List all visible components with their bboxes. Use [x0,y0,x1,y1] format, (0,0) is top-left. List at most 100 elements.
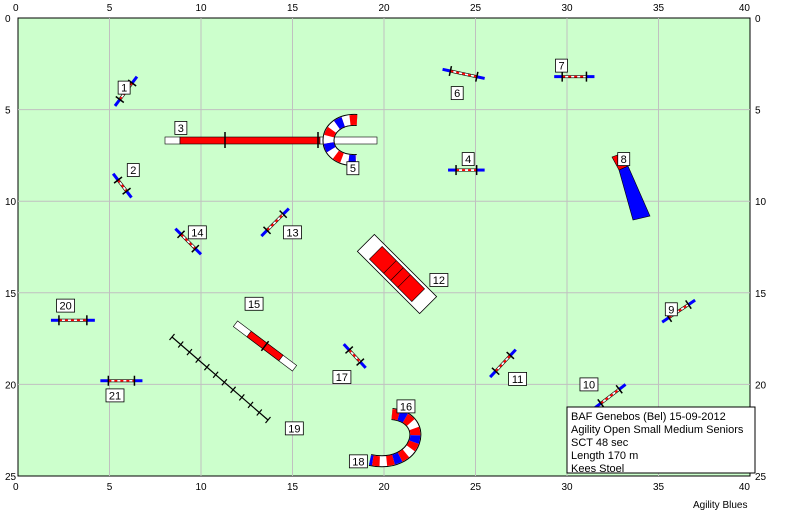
jump-2 [111,172,133,199]
x-tick-label-top: 25 [470,3,482,14]
info-line-5: Kees Stoel [571,463,624,475]
svg-text:14: 14 [191,227,203,239]
x-tick-label-bottom: 15 [287,482,299,493]
weave-pole [169,333,175,341]
obstacle-label-6: 6 [450,86,464,100]
y-tick-label-right: 5 [755,106,761,117]
obstacle-label-16: 16 [396,399,416,413]
obstacle-label-15: 15 [244,296,264,311]
svg-text:4: 4 [465,154,471,166]
seesaw-obstacle [232,320,298,372]
x-tick-label-top: 10 [195,3,207,14]
x-tick-label-top: 0 [13,3,19,14]
x-tick-label-top: 40 [739,3,751,14]
svg-text:18: 18 [352,456,364,468]
svg-text:12: 12 [433,275,445,287]
dogwalk-obstacle [164,132,378,148]
x-tick-label-top: 20 [378,3,390,14]
obstacle-label-9: 9 [664,302,678,316]
obstacle-label-3: 3 [174,121,188,135]
info-line-2: Agility Open Small Medium Seniors [571,424,744,436]
y-tick-label-left: 0 [5,14,11,25]
x-tick-label-bottom: 25 [470,482,482,493]
svg-text:8: 8 [621,154,627,166]
svg-text:13: 13 [286,227,298,239]
jump-14 [174,227,203,256]
weave-pole [256,409,263,416]
obstacle-label-4: 4 [461,152,475,166]
x-tick-label-top: 30 [561,3,573,14]
svg-text:1: 1 [121,83,127,95]
svg-text:10: 10 [583,379,595,391]
weave-pole [195,356,202,364]
x-tick-label-bottom: 5 [107,482,113,493]
info-line-4: Length 170 m [571,450,638,462]
svg-text:11: 11 [512,374,523,386]
jump-6 [442,65,485,82]
svg-text:19: 19 [288,423,300,435]
jump-4 [448,165,485,176]
svg-text:15: 15 [248,299,260,311]
obstacle-label-11: 11 [508,372,527,386]
svg-text:17: 17 [336,372,348,384]
weave-pole [186,348,193,356]
obstacle-label-14: 14 [187,225,207,239]
svg-text:16: 16 [400,401,412,413]
obstacle-label-7: 7 [555,58,568,73]
jump-11 [489,348,517,379]
obstacle-label-1: 1 [117,80,131,95]
y-tick-label-left: 20 [5,380,17,391]
info-line-1: BAF Genebos (Bel) 15-09-2012 [571,411,726,423]
svg-text:2: 2 [130,165,136,177]
obstacle-label-8: 8 [617,152,631,166]
tunnel-obstacle-5 [322,114,358,166]
svg-text:21: 21 [109,390,121,402]
brand-label: Agility Blues [693,500,747,511]
tunnel-obstacle-16-18 [368,408,422,468]
obstacle-label-13: 13 [283,225,302,239]
obstacle-label-17: 17 [332,370,352,384]
weave-pole [212,371,219,379]
jump-21 [100,375,143,386]
svg-text:7: 7 [558,61,564,73]
obstacle-label-19: 19 [284,421,304,435]
svg-text:20: 20 [59,301,71,313]
weave-pole [265,416,271,424]
obstacle-label-20: 20 [56,298,75,313]
weave-pole [247,401,254,409]
y-tick-label-left: 25 [5,472,17,483]
y-tick-label-left: 10 [5,197,17,208]
obstacle-label-18: 18 [348,454,368,468]
svg-text:9: 9 [668,304,674,316]
course-info-box: BAF Genebos (Bel) 15-09-2012 Agility Ope… [566,406,756,475]
x-tick-label-top: 5 [107,3,113,14]
obstacle-label-10: 10 [579,377,599,391]
obstacle-label-2: 2 [126,163,140,177]
jump-7 [554,71,595,82]
svg-text:5: 5 [350,163,356,175]
weave-pole [221,378,228,386]
x-tick-label-bottom: 10 [195,482,207,493]
weave-pole [238,393,245,401]
y-tick-label-right: 25 [755,472,767,483]
obstacle-label-12: 12 [429,273,449,287]
y-tick-label-right: 10 [755,197,767,208]
x-tick-label-bottom: 40 [739,482,751,493]
jump-10 [593,383,627,410]
obstacle-label-5: 5 [346,161,360,175]
info-line-3: SCT 48 sec [571,437,629,449]
jump-13 [260,207,290,238]
jump-20 [50,315,95,326]
x-tick-label-top: 15 [287,3,299,14]
weave-pole [230,386,237,394]
x-tick-label-bottom: 35 [653,482,665,493]
weave-pole [203,363,210,371]
jump-obstacles [50,65,696,410]
weave-pole [177,341,184,348]
aframe-obstacle [356,233,438,315]
svg-text:6: 6 [454,88,460,100]
y-tick-label-left: 15 [5,289,17,300]
